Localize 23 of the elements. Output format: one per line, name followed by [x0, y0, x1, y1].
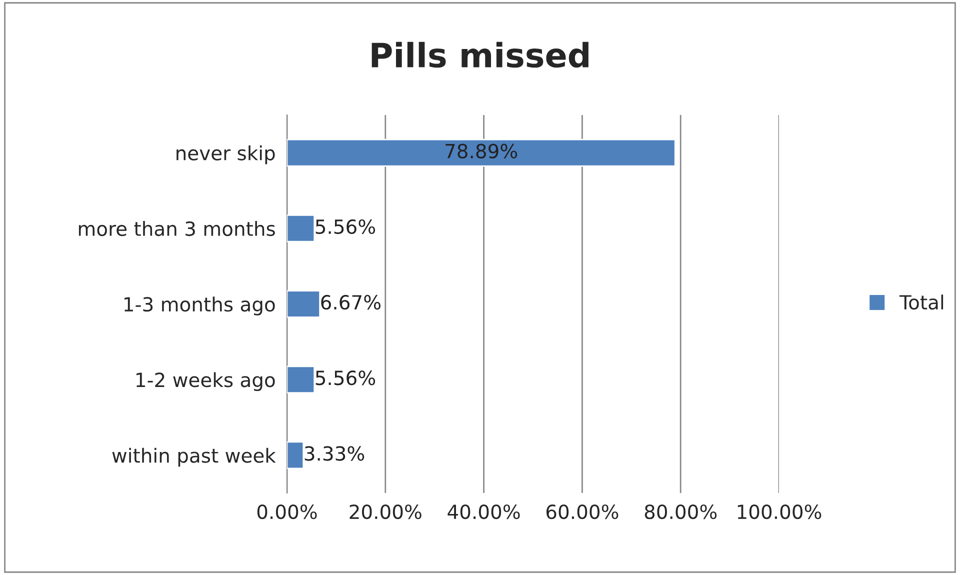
x-tick-label: 80.00% [644, 504, 717, 520]
x-tick-label: 40.00% [448, 504, 520, 520]
y-tick-label: within past week [112, 448, 276, 467]
x-tick-label: 100.00% [738, 504, 822, 520]
bar [287, 290, 321, 318]
x-tick-label: 20.00% [350, 504, 422, 520]
y-tick-label: 1-2 weeks ago [136, 372, 275, 392]
data-label: 5.56% [316, 370, 376, 386]
legend-label: Total [899, 294, 944, 310]
x-tick-label: 60.00% [546, 504, 618, 520]
y-tick-label: 1-3 months ago [124, 296, 275, 316]
y-tick-label: never skip [176, 145, 275, 164]
data-label: 5.56% [316, 219, 376, 234]
bar [287, 214, 316, 242]
x-tick-label: 0.00% [257, 504, 317, 520]
data-label: 78.89% [446, 144, 518, 158]
chart-title: Pills missed [372, 42, 588, 68]
bar [287, 441, 304, 470]
data-label: 3.33% [304, 446, 364, 461]
bar [287, 138, 676, 167]
bar [287, 366, 316, 394]
y-tick-label: more than 3 months [78, 221, 275, 236]
data-label: 6.67% [321, 294, 381, 310]
